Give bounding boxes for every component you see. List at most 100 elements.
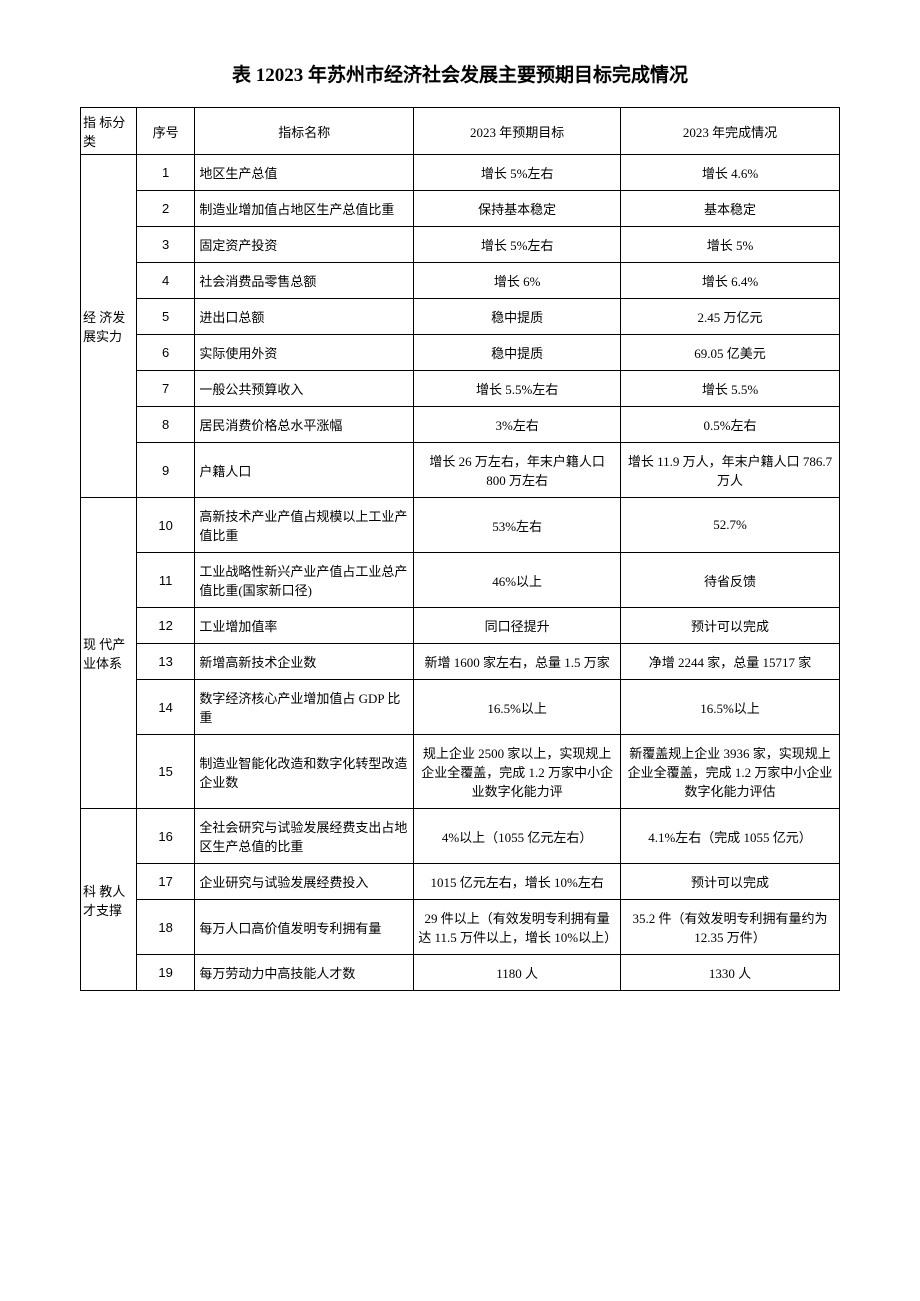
table-row: 5进出口总额稳中提质2.45 万亿元 — [81, 299, 840, 335]
result-cell: 净增 2244 家，总量 15717 家 — [621, 644, 840, 680]
result-cell: 基本稳定 — [621, 191, 840, 227]
target-cell: 增长 26 万左右，年末户籍人口 800 万左右 — [414, 443, 621, 498]
target-cell: 规上企业 2500 家以上，实现规上企业全覆盖，完成 1.2 万家中小企业数字化… — [414, 735, 621, 809]
table-header-row: 指 标分类 序号 指标名称 2023 年预期目标 2023 年完成情况 — [81, 108, 840, 155]
result-cell: 52.7% — [621, 498, 840, 553]
result-cell: 增长 11.9 万人，年末户籍人口 786.7 万人 — [621, 443, 840, 498]
table-row: 现 代产 业体系10高新技术产业产值占规模以上工业产值比重53%左右52.7% — [81, 498, 840, 553]
result-cell: 预计可以完成 — [621, 608, 840, 644]
table-row: 18每万人口高价值发明专利拥有量29 件以上（有效发明专利拥有量达 11.5 万… — [81, 900, 840, 955]
header-category: 指 标分类 — [81, 108, 137, 155]
num-cell: 15 — [136, 735, 194, 809]
num-cell: 16 — [136, 809, 194, 864]
header-target: 2023 年预期目标 — [414, 108, 621, 155]
name-cell: 户籍人口 — [195, 443, 414, 498]
num-cell: 2 — [136, 191, 194, 227]
name-cell: 居民消费价格总水平涨幅 — [195, 407, 414, 443]
category-cell: 经 济发 展实力 — [81, 155, 137, 498]
target-cell: 增长 5.5%左右 — [414, 371, 621, 407]
category-cell: 现 代产 业体系 — [81, 498, 137, 809]
table-row: 4社会消费品零售总额增长 6%增长 6.4% — [81, 263, 840, 299]
target-cell: 4%以上（1055 亿元左右） — [414, 809, 621, 864]
table-body: 经 济发 展实力1地区生产总值增长 5%左右增长 4.6%2制造业增加值占地区生… — [81, 155, 840, 991]
target-cell: 3%左右 — [414, 407, 621, 443]
num-cell: 19 — [136, 955, 194, 991]
result-cell: 16.5%以上 — [621, 680, 840, 735]
name-cell: 进出口总额 — [195, 299, 414, 335]
target-cell: 53%左右 — [414, 498, 621, 553]
name-cell: 工业增加值率 — [195, 608, 414, 644]
result-cell: 待省反馈 — [621, 553, 840, 608]
name-cell: 企业研究与试验发展经费投入 — [195, 864, 414, 900]
name-cell: 制造业增加值占地区生产总值比重 — [195, 191, 414, 227]
table-row: 3固定资产投资增长 5%左右增长 5% — [81, 227, 840, 263]
num-cell: 12 — [136, 608, 194, 644]
result-cell: 0.5%左右 — [621, 407, 840, 443]
target-cell: 同口径提升 — [414, 608, 621, 644]
name-cell: 数字经济核心产业增加值占 GDP 比重 — [195, 680, 414, 735]
table-row: 6实际使用外资稳中提质69.05 亿美元 — [81, 335, 840, 371]
target-cell: 新增 1600 家左右，总量 1.5 万家 — [414, 644, 621, 680]
num-cell: 13 — [136, 644, 194, 680]
header-name: 指标名称 — [195, 108, 414, 155]
name-cell: 高新技术产业产值占规模以上工业产值比重 — [195, 498, 414, 553]
num-cell: 1 — [136, 155, 194, 191]
result-cell: 35.2 件（有效发明专利拥有量约为 12.35 万件） — [621, 900, 840, 955]
name-cell: 新增高新技术企业数 — [195, 644, 414, 680]
name-cell: 全社会研究与试验发展经费支出占地区生产总值的比重 — [195, 809, 414, 864]
table-row: 13新增高新技术企业数新增 1600 家左右，总量 1.5 万家净增 2244 … — [81, 644, 840, 680]
name-cell: 固定资产投资 — [195, 227, 414, 263]
num-cell: 3 — [136, 227, 194, 263]
num-cell: 11 — [136, 553, 194, 608]
table-row: 经 济发 展实力1地区生产总值增长 5%左右增长 4.6% — [81, 155, 840, 191]
target-cell: 稳中提质 — [414, 335, 621, 371]
name-cell: 每万人口高价值发明专利拥有量 — [195, 900, 414, 955]
result-cell: 4.1%左右（完成 1055 亿元） — [621, 809, 840, 864]
table-row: 11工业战略性新兴产业产值占工业总产值比重(国家新口径)46%以上待省反馈 — [81, 553, 840, 608]
target-cell: 稳中提质 — [414, 299, 621, 335]
num-cell: 18 — [136, 900, 194, 955]
num-cell: 14 — [136, 680, 194, 735]
header-num: 序号 — [136, 108, 194, 155]
num-cell: 6 — [136, 335, 194, 371]
target-cell: 保持基本稳定 — [414, 191, 621, 227]
table-row: 19每万劳动力中高技能人才数1180 人1330 人 — [81, 955, 840, 991]
target-cell: 增长 6% — [414, 263, 621, 299]
table-row: 12工业增加值率同口径提升预计可以完成 — [81, 608, 840, 644]
num-cell: 9 — [136, 443, 194, 498]
num-cell: 10 — [136, 498, 194, 553]
result-cell: 新覆盖规上企业 3936 家，实现规上企业全覆盖，完成 1.2 万家中小企业数字… — [621, 735, 840, 809]
num-cell: 5 — [136, 299, 194, 335]
table-row: 15制造业智能化改造和数字化转型改造企业数规上企业 2500 家以上，实现规上企… — [81, 735, 840, 809]
name-cell: 工业战略性新兴产业产值占工业总产值比重(国家新口径) — [195, 553, 414, 608]
target-cell: 增长 5%左右 — [414, 155, 621, 191]
num-cell: 8 — [136, 407, 194, 443]
result-cell: 69.05 亿美元 — [621, 335, 840, 371]
target-cell: 46%以上 — [414, 553, 621, 608]
name-cell: 实际使用外资 — [195, 335, 414, 371]
target-cell: 16.5%以上 — [414, 680, 621, 735]
result-cell: 增长 4.6% — [621, 155, 840, 191]
result-cell: 增长 5% — [621, 227, 840, 263]
target-cell: 1180 人 — [414, 955, 621, 991]
num-cell: 7 — [136, 371, 194, 407]
table-row: 17企业研究与试验发展经费投入1015 亿元左右，增长 10%左右预计可以完成 — [81, 864, 840, 900]
table-row: 8居民消费价格总水平涨幅3%左右0.5%左右 — [81, 407, 840, 443]
name-cell: 社会消费品零售总额 — [195, 263, 414, 299]
table-row: 科 教人 才支撑16全社会研究与试验发展经费支出占地区生产总值的比重4%以上（1… — [81, 809, 840, 864]
target-cell: 29 件以上（有效发明专利拥有量达 11.5 万件以上，增长 10%以上） — [414, 900, 621, 955]
name-cell: 每万劳动力中高技能人才数 — [195, 955, 414, 991]
table-row: 14数字经济核心产业增加值占 GDP 比重16.5%以上16.5%以上 — [81, 680, 840, 735]
target-cell: 1015 亿元左右，增长 10%左右 — [414, 864, 621, 900]
page-title: 表 12023 年苏州市经济社会发展主要预期目标完成情况 — [80, 60, 840, 87]
result-cell: 增长 5.5% — [621, 371, 840, 407]
category-cell: 科 教人 才支撑 — [81, 809, 137, 991]
result-cell: 2.45 万亿元 — [621, 299, 840, 335]
main-table: 指 标分类 序号 指标名称 2023 年预期目标 2023 年完成情况 经 济发… — [80, 107, 840, 991]
result-cell: 增长 6.4% — [621, 263, 840, 299]
table-row: 2制造业增加值占地区生产总值比重保持基本稳定基本稳定 — [81, 191, 840, 227]
name-cell: 制造业智能化改造和数字化转型改造企业数 — [195, 735, 414, 809]
num-cell: 4 — [136, 263, 194, 299]
table-row: 9户籍人口增长 26 万左右，年末户籍人口 800 万左右增长 11.9 万人，… — [81, 443, 840, 498]
result-cell: 1330 人 — [621, 955, 840, 991]
